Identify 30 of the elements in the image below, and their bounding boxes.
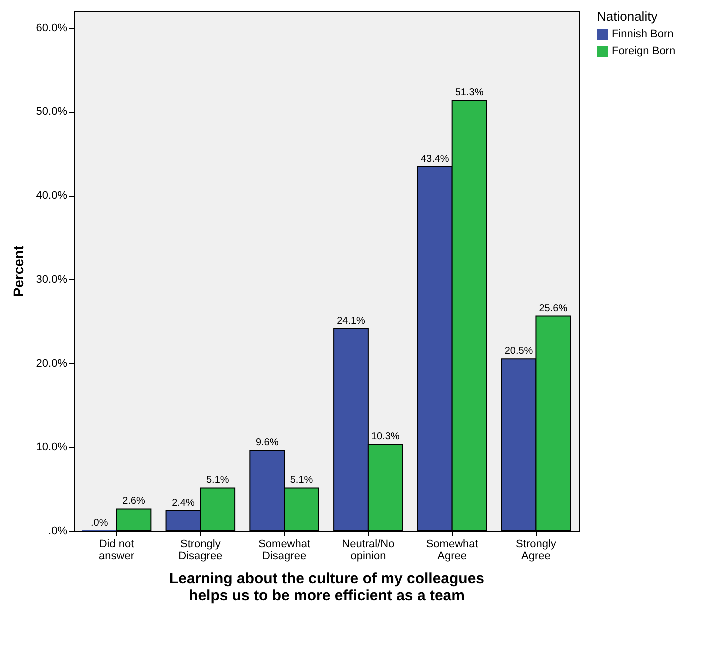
y-tick-label: 20.0% (36, 358, 68, 370)
data-label: 43.4% (420, 154, 450, 165)
y-tick-label: 30.0% (36, 274, 68, 286)
data-label: 5.1% (206, 475, 230, 486)
x-axis-title: Learning about the culture of my colleagues helps us to be more efficient as a team (169, 570, 485, 604)
y-tick-label: 50.0% (36, 106, 68, 118)
data-label: 24.1% (337, 316, 366, 327)
data-label: .0% (90, 518, 108, 529)
y-axis-title: Percent (10, 245, 26, 298)
x-tick-label: Somewhat Disagree (258, 538, 311, 562)
data-label: 5.1% (290, 475, 314, 486)
legend-label: Finnish Born (612, 28, 674, 40)
legend-label: Foreign Born (612, 46, 676, 58)
y-tick-label: 60.0% (36, 22, 68, 34)
y-tick-label: .0% (48, 526, 68, 538)
y-tick-label: 10.0% (36, 442, 68, 454)
legend-title: Nationality (597, 9, 658, 24)
data-label: 51.3% (455, 88, 484, 99)
y-tick-label: 40.0% (36, 190, 68, 202)
x-tick-label: Did not answer (99, 538, 135, 562)
data-label: 9.6% (256, 437, 279, 448)
x-tick-label: Somewhat Agree (426, 538, 478, 562)
data-label: 25.6% (539, 303, 568, 314)
data-label: 2.6% (122, 496, 146, 508)
x-tick-label: Strongly Disagree (178, 538, 223, 562)
data-label: 10.3% (371, 432, 400, 443)
data-label: 20.5% (504, 346, 534, 358)
x-tick-label: Strongly Agree (516, 538, 557, 562)
data-label: 2.4% (172, 498, 195, 509)
x-tick-label: Neutral/No opinion (342, 538, 395, 562)
